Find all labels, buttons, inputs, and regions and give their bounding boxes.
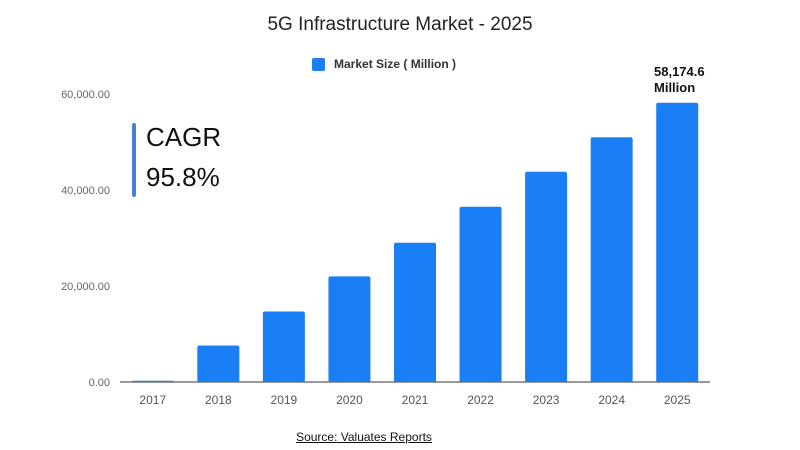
x-tick-label: 2023 [533, 393, 560, 407]
y-axis-ticks: 0.00 20,000.00 40,000.00 60,000.00 [61, 89, 110, 389]
x-tick-label: 2020 [336, 393, 363, 407]
legend-label: Market Size ( Million ) [334, 57, 457, 71]
bar-2020 [328, 276, 371, 382]
x-tick-label: 2024 [598, 393, 625, 407]
peak-annotation: 58,174.6 Million [654, 64, 705, 96]
chart-title: 5G Infrastructure Market - 2025 [267, 14, 533, 35]
legend: Market Size ( Million ) [312, 57, 456, 71]
y-tick-label: 0.00 [89, 377, 110, 389]
x-tick-label: 2019 [271, 393, 298, 407]
x-tick-label: 2017 [139, 393, 166, 407]
cagr-value: 95.8% [146, 162, 220, 192]
bar-2018 [197, 345, 240, 382]
bar-2025 [656, 102, 699, 383]
cagr-accent-bar [132, 123, 136, 197]
bar-2019 [262, 311, 305, 382]
bar-2022 [459, 206, 502, 382]
y-tick-label: 60,000.00 [61, 89, 110, 101]
peak-annotation-unit: Million [654, 80, 696, 95]
x-tick-label: 2018 [205, 393, 232, 407]
bar-2023 [525, 171, 568, 382]
x-tick-label: 2022 [467, 393, 494, 407]
bar-2024 [590, 137, 633, 382]
peak-annotation-value: 58,174.6 [654, 64, 705, 79]
bars [131, 102, 699, 383]
bar-2021 [394, 242, 436, 382]
y-tick-label: 40,000.00 [61, 185, 110, 197]
legend-swatch [312, 57, 325, 71]
y-tick-label: 20,000.00 [61, 281, 110, 293]
x-tick-label: 2025 [664, 393, 691, 407]
source-link[interactable]: Source: Valuates Reports [296, 430, 432, 444]
bar-2017 [131, 380, 174, 382]
cagr-label: CAGR [146, 122, 222, 152]
x-tick-label: 2021 [402, 393, 429, 407]
x-axis-ticks: 2017 2018 2019 2020 2021 2022 2023 2024 2025 [139, 393, 690, 407]
